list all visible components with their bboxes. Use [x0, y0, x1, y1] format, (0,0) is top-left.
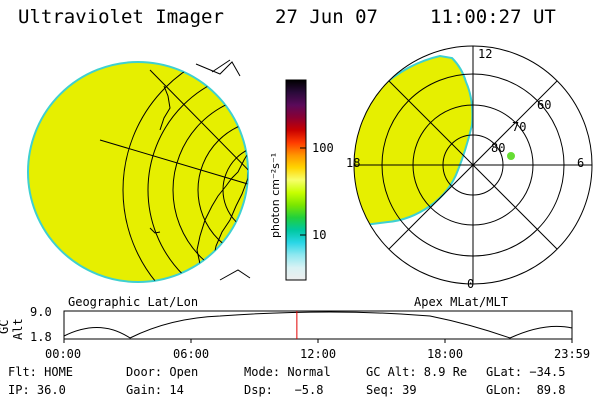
left-panel-caption: Geographic Lat/Lon: [68, 295, 199, 309]
mlt-label-6: 6: [577, 156, 585, 170]
gc-altitude-curve: [63, 311, 573, 339]
mlt-label-0: 0: [467, 277, 475, 291]
colorbar-rect: [285, 79, 307, 281]
info-gc-alt: GC Alt: 8.9 Re: [366, 365, 468, 379]
info-gain: Gain: 14: [126, 383, 184, 397]
timeline-xtick-0000: 00:00: [45, 347, 82, 361]
info-glon: GLon: 89.8: [486, 383, 566, 397]
info-door: Door: Open: [126, 365, 199, 379]
date-label: 27 Jun 07: [275, 6, 378, 28]
info-flight: Flt: HOME: [8, 365, 74, 379]
aurora-oval: [354, 54, 474, 228]
time-label: 11:00:27 UT: [430, 6, 556, 28]
colorbar-label-100: 100: [312, 141, 334, 155]
colorbar-label-10: 10: [312, 228, 327, 242]
timeline-axis-label-alt: Alt: [11, 318, 25, 340]
geographic-grid-outside: [195, 59, 251, 281]
spacecraft-footprint-dot: [507, 152, 515, 160]
info-dsp: Dsp: −5.8: [244, 383, 324, 397]
info-mode: Mode: Normal: [244, 365, 331, 379]
instrument-title: Ultraviolet Imager: [18, 6, 224, 28]
timeline-xtick-1200: 12:00: [300, 347, 337, 361]
mlt-label-18: 18: [346, 156, 361, 170]
magnetic-image-clip: [354, 54, 474, 228]
info-ip: IP: 36.0: [8, 383, 66, 397]
timeline-frame: [63, 310, 573, 340]
magnetic-image: [353, 45, 593, 285]
info-seq: Seq: 39: [366, 383, 417, 397]
magnetic-grid: [353, 45, 593, 285]
timeline-ytick-top: 9.0: [30, 305, 52, 319]
geographic-image: [27, 61, 249, 283]
timeline-ticks: [63, 339, 573, 343]
timeline-xtick-0600: 06:00: [173, 347, 210, 361]
mlat-label-60: 60: [537, 98, 552, 112]
mlt-label-12: 12: [478, 47, 493, 61]
colorbar-unit-label: photon cm⁻²s⁻¹: [269, 152, 282, 238]
timeline-xtick-1800: 18:00: [427, 347, 464, 361]
mlat-label-80: 80: [491, 141, 506, 155]
colorbar: [285, 79, 307, 281]
info-glat: GLat: −34.5: [486, 365, 566, 379]
timeline-axis-label-gc: GC: [0, 319, 11, 334]
timeline-ytick-bottom: 1.8: [30, 330, 52, 344]
right-panel-caption: Apex MLat/MLT: [414, 295, 508, 309]
timeline-xtick-2359: 23:59: [554, 347, 591, 361]
timeline-plot: [63, 310, 573, 343]
mlat-label-70: 70: [512, 120, 527, 134]
